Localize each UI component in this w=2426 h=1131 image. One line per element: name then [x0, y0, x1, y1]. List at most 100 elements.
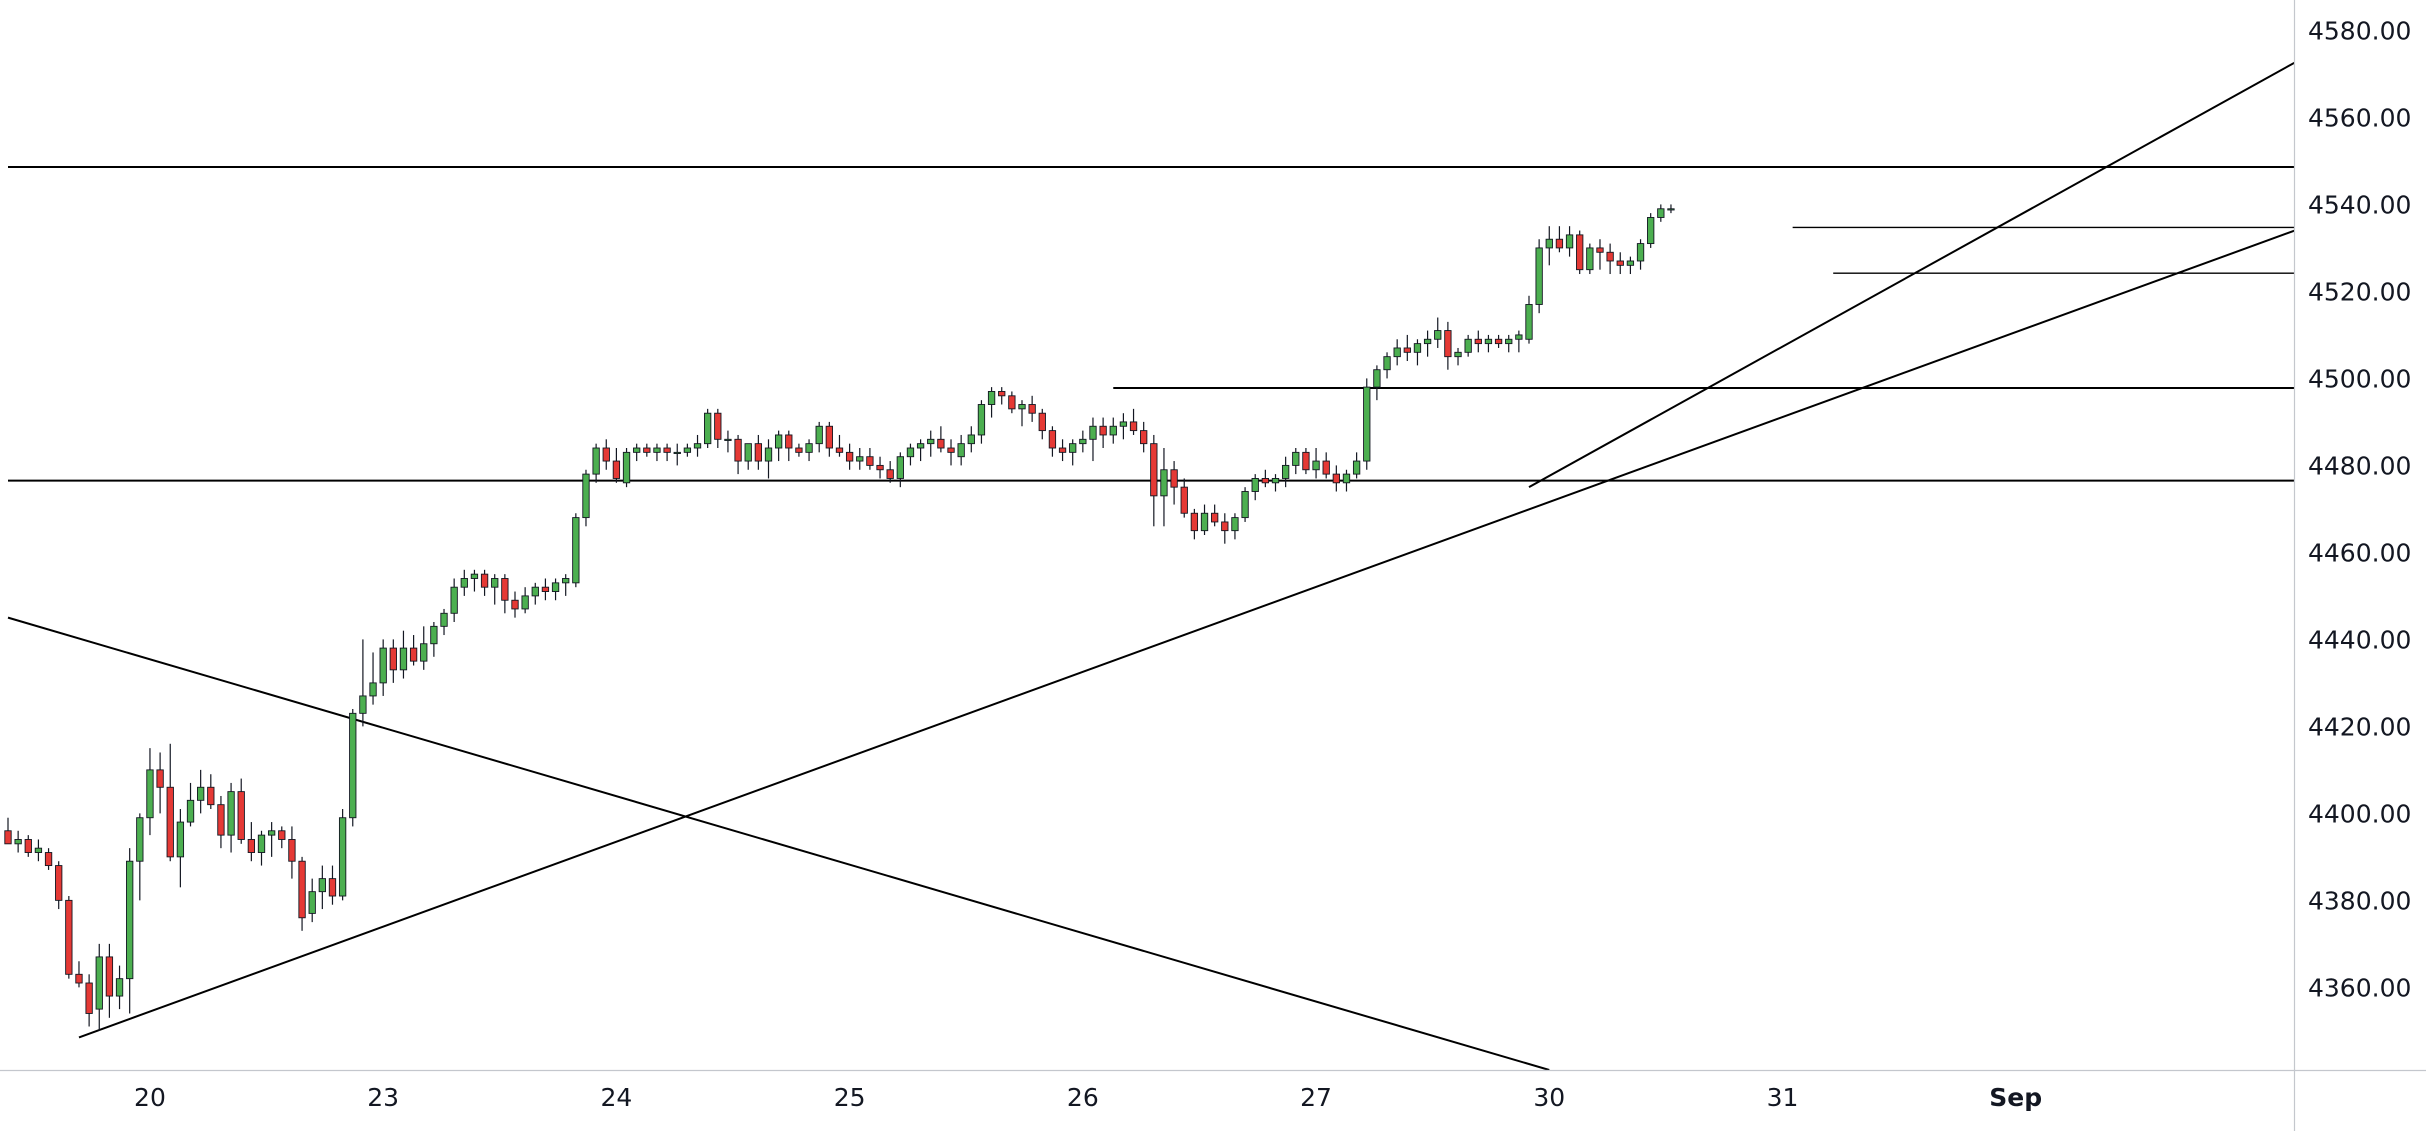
candle [1109, 417, 1117, 444]
candle-body-down [1170, 469, 1178, 488]
candle [1180, 478, 1188, 518]
candle-body-up [1586, 247, 1594, 271]
candle [55, 861, 63, 910]
candle-body-down [1322, 460, 1330, 475]
trend-line[interactable] [7, 616, 1550, 1070]
candle [1069, 439, 1077, 466]
candle-body-up [927, 438, 935, 445]
candle [592, 443, 600, 483]
candle-body-up [136, 817, 144, 862]
candle-body-up [987, 391, 996, 405]
price-tick-label: 4500.00 [2308, 364, 2411, 393]
candle [470, 569, 479, 592]
candle-body-up [693, 443, 702, 449]
candle [298, 856, 306, 931]
candle-body-down [105, 956, 114, 997]
candle-body-up [1667, 208, 1675, 211]
candle-body-up [977, 404, 986, 436]
candle-body-up [1312, 460, 1320, 471]
candle [1231, 513, 1239, 540]
candle-body-up [1383, 356, 1391, 371]
candle-body-down [1474, 338, 1482, 345]
candle [572, 513, 580, 588]
candle-body-down [501, 578, 509, 601]
candle [359, 639, 367, 727]
candle-body-down [1606, 251, 1614, 262]
candle-body-down [1261, 478, 1270, 484]
candle [998, 387, 1006, 405]
candle-body-down [166, 786, 174, 858]
candle-body-down [886, 469, 894, 479]
candle-body-down [24, 839, 32, 853]
candle-body-down [1140, 430, 1148, 445]
candle [136, 813, 144, 901]
candle [105, 943, 114, 1018]
candle [1596, 239, 1604, 270]
candle-body-up [146, 769, 154, 819]
candle [217, 795, 225, 849]
candle-body-up [1089, 425, 1097, 440]
candle-body-down [1180, 486, 1188, 514]
candle [1150, 434, 1158, 527]
trend-line[interactable] [78, 207, 2361, 1039]
trend-line[interactable] [1528, 26, 2360, 489]
candle [1484, 334, 1493, 353]
candle-body-up [1565, 234, 1574, 249]
candle [1434, 317, 1442, 348]
candle [14, 830, 22, 853]
candle-body-down [328, 878, 337, 897]
candle [622, 448, 631, 488]
candle [1342, 469, 1351, 492]
candle [338, 809, 347, 901]
candle [440, 608, 448, 636]
candle [409, 635, 418, 666]
candle-body-up [1342, 473, 1351, 484]
candle [1089, 417, 1097, 462]
candle [166, 743, 174, 862]
candle [815, 421, 823, 453]
candle-body-down [1129, 421, 1138, 432]
candle [1129, 408, 1138, 435]
candle-body-up [1657, 208, 1665, 218]
candle-body-down [480, 573, 489, 588]
candle [774, 430, 783, 462]
candle [927, 430, 935, 457]
candle-body-down [1616, 260, 1624, 266]
candle-body-up [176, 821, 185, 858]
candle-body-down [278, 830, 286, 840]
candle-body-down [1302, 451, 1310, 471]
candle [44, 848, 53, 870]
candle [1494, 334, 1503, 348]
candle-body-up [1454, 351, 1462, 358]
candle [856, 448, 864, 470]
candle [1555, 226, 1564, 253]
candle-body-down [1494, 338, 1503, 345]
candle [1373, 365, 1381, 401]
candle-body-up [186, 799, 195, 823]
candle [602, 439, 610, 470]
candle-body-up [551, 582, 560, 592]
candle [1099, 417, 1107, 449]
candle [673, 443, 681, 466]
candle [115, 965, 124, 1010]
candle [551, 578, 560, 601]
candle [612, 448, 621, 483]
candle-body-up [572, 517, 580, 584]
candle-body-down [1099, 425, 1107, 436]
candle-body-up [724, 438, 732, 441]
candle [835, 434, 844, 457]
candle [764, 439, 773, 479]
candle-body-up [491, 578, 499, 588]
candle [1312, 448, 1320, 479]
candle [663, 443, 671, 462]
candle [1190, 508, 1199, 540]
candle-body-down [4, 830, 12, 845]
candle-body-up [1069, 443, 1077, 453]
candle-body-up [1079, 438, 1087, 445]
candle [916, 439, 925, 462]
candle-body-up [430, 625, 438, 645]
candle [1454, 347, 1462, 366]
